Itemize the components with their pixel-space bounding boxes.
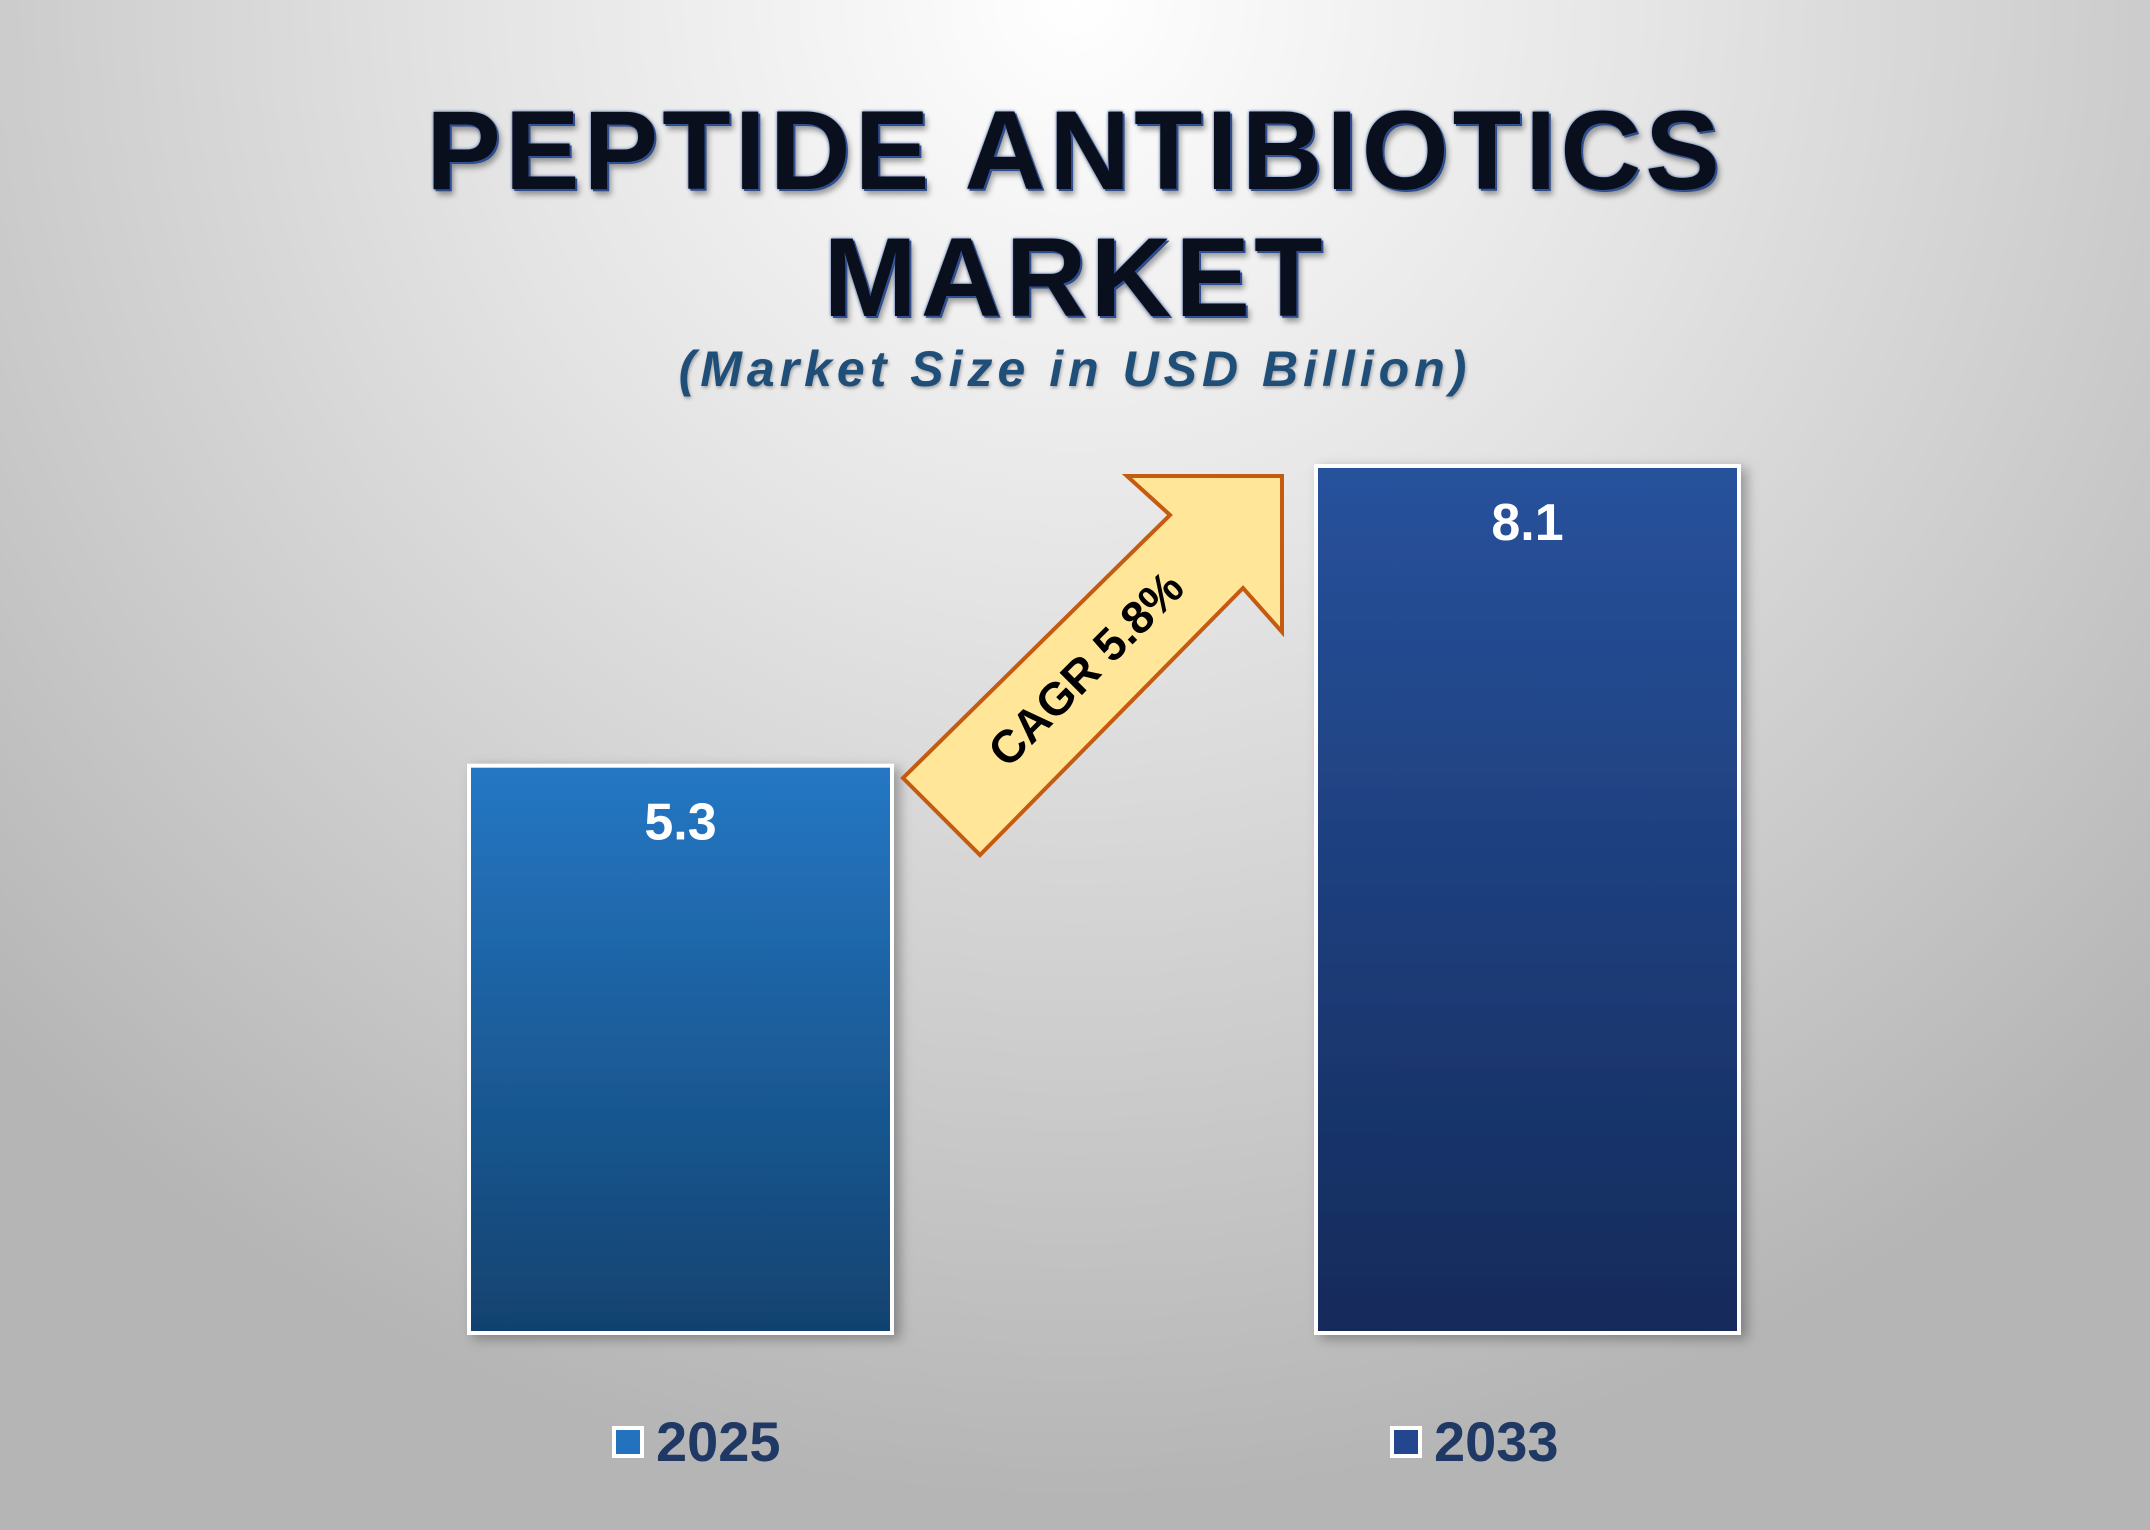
legend-label-2025: 2025 xyxy=(656,1410,781,1473)
cagr-arrow-shape xyxy=(900,474,1284,858)
data-label-2025: 5.3 xyxy=(644,794,716,852)
legend-label-2033: 2033 xyxy=(1434,1410,1559,1473)
bar-2033 xyxy=(1314,464,1741,1335)
legend-swatch-2033 xyxy=(1390,1426,1422,1458)
chart-title-line-1: PEPTIDE ANTIBIOTICS xyxy=(426,88,1724,213)
legend-swatch-2025 xyxy=(612,1426,644,1458)
chart-subtitle: (Market Size in USD Billion) xyxy=(678,341,1472,397)
cagr-arrow: CAGR 5.8% xyxy=(900,474,1284,858)
data-label-2033: 8.1 xyxy=(1491,494,1563,552)
chart-title-line-2: MARKET xyxy=(823,215,1327,340)
bar-2025 xyxy=(467,763,894,1335)
